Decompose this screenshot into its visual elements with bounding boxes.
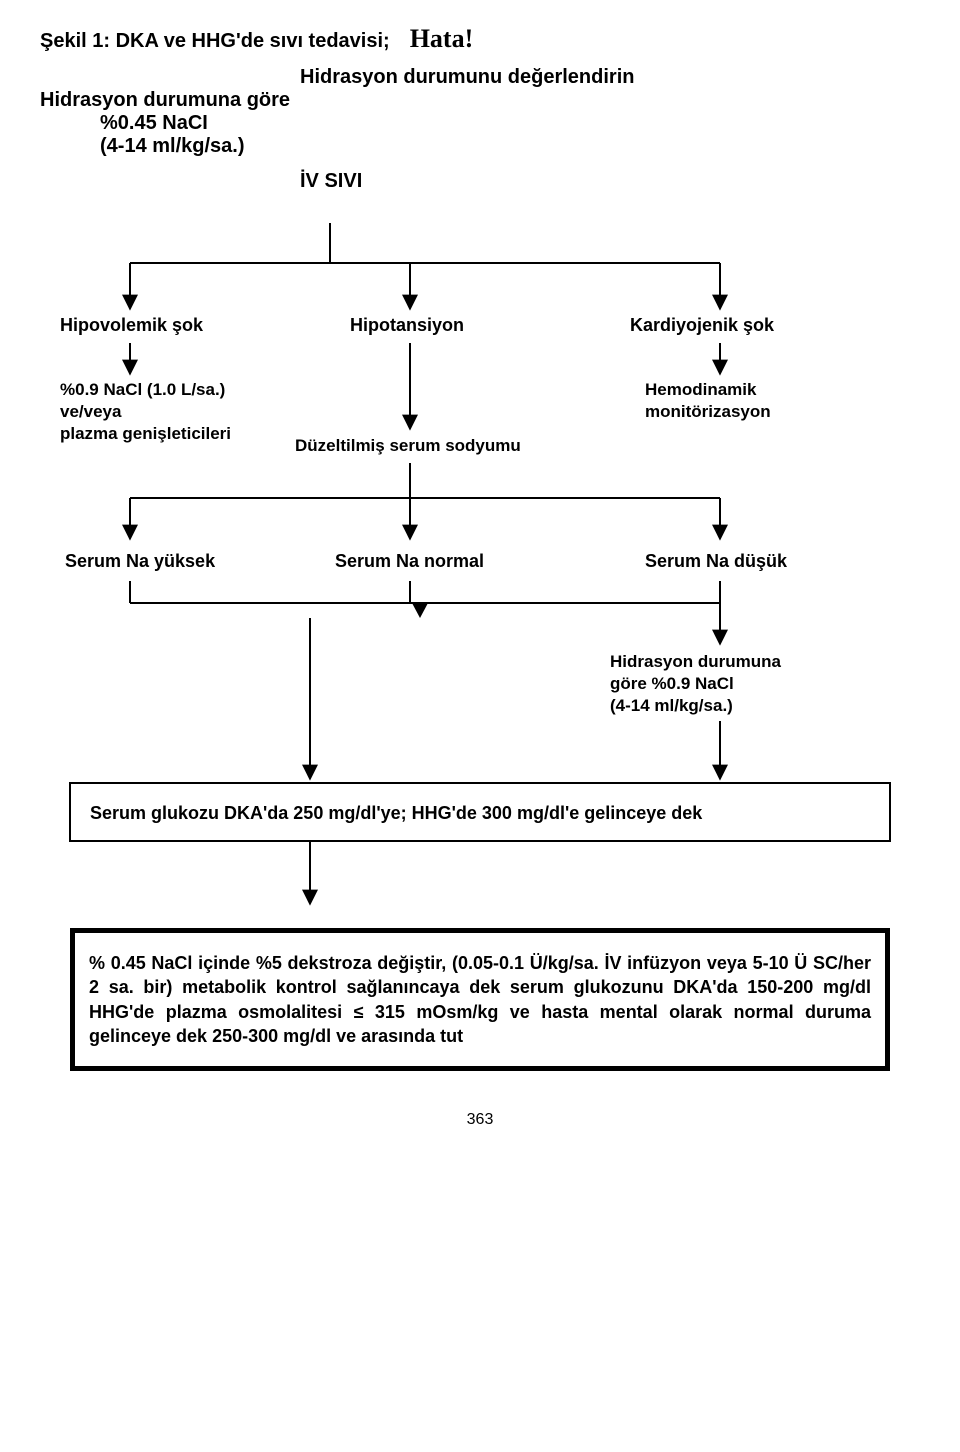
flowchart-svg: Hipovolemik şok Hipotansiyon Kardiyojeni…	[40, 223, 920, 913]
final-box: % 0.45 NaCl içinde %5 dekstroza değiştir…	[70, 928, 890, 1071]
mid-detail: Düzeltilmiş serum sodyumu	[295, 436, 521, 455]
hidr-sub2: (4-14 ml/kg/sa.)	[100, 135, 920, 158]
left-detail-l1: %0.9 NaCl (1.0 L/sa.)	[60, 380, 225, 399]
hata-label: Hata!	[410, 24, 474, 54]
branch-left: Hipovolemik şok	[60, 315, 204, 335]
hidr-box-l1: Hidrasyon durumuna	[610, 652, 782, 671]
figure-title: Şekil 1: DKA ve HHG'de sıvı tedavisi;	[40, 30, 390, 53]
branch-right: Kardiyojenik şok	[630, 315, 775, 335]
threshold-text: Serum glukozu DKA'da 250 mg/dl'ye; HHG'd…	[90, 803, 703, 823]
serum-normal: Serum Na normal	[335, 551, 484, 571]
assess-header: Hidrasyon durumunu değerlendirin	[300, 66, 920, 89]
merge-arrow-icon	[412, 603, 428, 618]
left-detail-l2: ve/veya	[60, 402, 122, 421]
serum-low: Serum Na düşük	[645, 551, 788, 571]
iv-sivi-label: İV SIVI	[300, 170, 920, 193]
serum-high: Serum Na yüksek	[65, 551, 216, 571]
branch-mid: Hipotansiyon	[350, 315, 464, 335]
hidr-gore: Hidrasyon durumuna göre	[40, 89, 920, 112]
page-number: 363	[40, 1111, 920, 1129]
hidr-box-l3: (4-14 ml/kg/sa.)	[610, 696, 733, 715]
right-detail-l1: Hemodinamik	[645, 380, 757, 399]
hidr-box-l2: göre %0.9 NaCl	[610, 674, 734, 693]
left-detail-l3: plazma genişleticileri	[60, 424, 231, 443]
hidr-sub1: %0.45 NaCI	[100, 112, 920, 135]
right-detail-l2: monitörizasyon	[645, 402, 771, 421]
